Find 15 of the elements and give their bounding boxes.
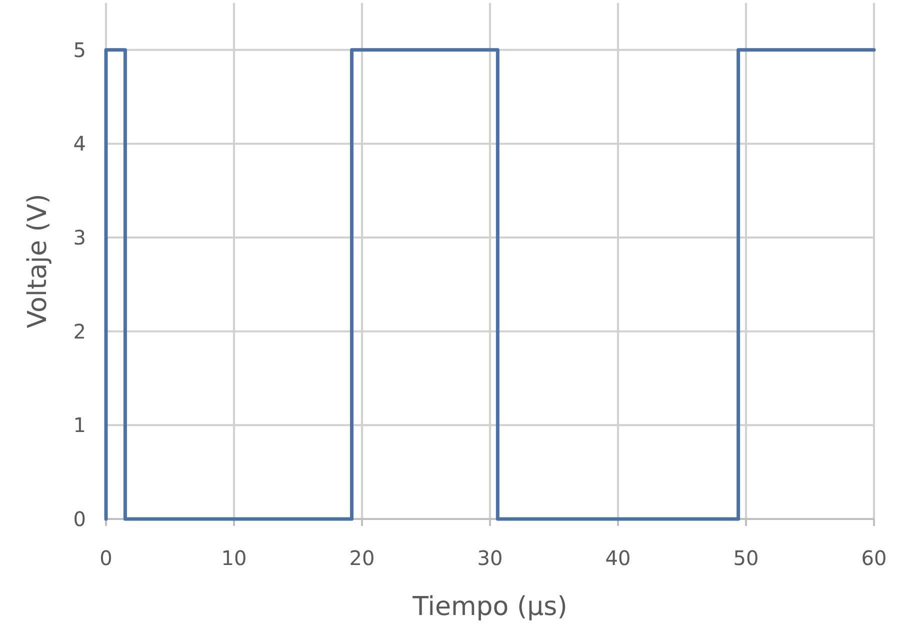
x-tick-label: 10: [221, 546, 247, 570]
y-tick-label: 4: [73, 132, 86, 156]
y-tick-label: 2: [73, 319, 86, 344]
x-tick-label: 0: [100, 546, 112, 570]
x-tick-label: 20: [349, 546, 375, 570]
y-tick-label: 1: [73, 413, 86, 438]
y-axis-title: Voltaje (V): [23, 194, 53, 328]
y-tick-label: 3: [73, 226, 86, 250]
x-axis-title: Tiempo (µs): [412, 592, 568, 622]
y-tick-label: 5: [73, 38, 86, 62]
y-tick-label: 0: [73, 507, 86, 531]
x-tick-label: 50: [733, 546, 759, 570]
x-tick-label: 40: [605, 546, 631, 570]
x-tick-label: 60: [861, 546, 887, 570]
x-tick-label: 30: [477, 546, 503, 570]
